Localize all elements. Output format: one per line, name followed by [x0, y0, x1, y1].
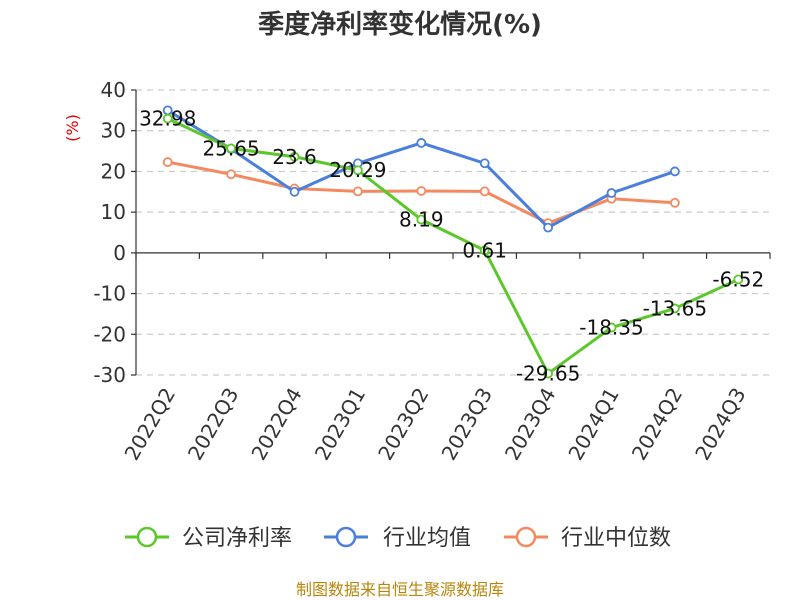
legend-marker: [136, 526, 158, 548]
legend-label: 行业中位数: [561, 526, 671, 551]
data-point: [162, 113, 173, 124]
data-point: [289, 186, 300, 197]
data-label: -29.65: [516, 362, 580, 386]
x-tick-label: 2022Q3: [183, 384, 243, 465]
series-line: [167, 117, 739, 376]
data-label: -13.65: [643, 296, 707, 320]
data-label: 20.29: [329, 158, 386, 182]
x-tick-label: 2022Q2: [120, 384, 180, 465]
data-point: [352, 186, 363, 197]
legend: 公司净利率 行业均值 行业中位数: [125, 526, 671, 551]
data-point: [606, 322, 617, 333]
x-tick-label: 2023Q4: [500, 384, 560, 465]
y-tick-label: -20: [93, 322, 126, 346]
legend-label: 行业均值: [383, 526, 471, 551]
y-tick-label: -30: [93, 363, 126, 387]
data-label: 23.6: [272, 145, 317, 169]
data-point: [543, 222, 553, 233]
data-point: [162, 157, 173, 167]
data-point: [543, 368, 553, 379]
data-point: [733, 274, 744, 285]
legend-marker: [515, 526, 537, 548]
data-point: [226, 169, 237, 180]
x-tick-label: 2024Q3: [690, 384, 750, 465]
legend-label: 公司净利率: [182, 526, 292, 551]
y-tick-label: 10: [101, 200, 126, 224]
data-point: [226, 143, 237, 154]
legend-item: 行业均值: [324, 526, 471, 551]
x-tick-label: 2023Q2: [373, 384, 433, 465]
legend-marker: [335, 526, 357, 548]
data-point: [606, 188, 617, 198]
y-axis-label: (%): [63, 114, 82, 142]
data-point: [670, 303, 680, 314]
x-tick-label: 2023Q1: [310, 384, 370, 465]
data-label: -6.52: [712, 267, 764, 291]
data-point: [479, 158, 490, 169]
x-tick-label: 2022Q4: [246, 384, 306, 465]
x-tick-label: 2024Q1: [563, 384, 623, 465]
data-label: 25.65: [202, 136, 259, 160]
series-0: [162, 113, 744, 379]
data-point: [479, 186, 490, 197]
legend-item: 行业中位数: [504, 526, 671, 551]
source-note: 制图数据来自恒生聚源数据库: [296, 580, 504, 599]
y-tick-label: 0: [113, 241, 126, 265]
data-point: [352, 165, 363, 176]
data-point: [670, 166, 680, 177]
grid: [136, 89, 770, 376]
data-label: 32.98: [139, 107, 196, 131]
x-tick-label: 2024Q2: [627, 384, 687, 465]
data-label: -18.35: [579, 316, 643, 340]
data-point: [670, 197, 680, 208]
data-point: [416, 186, 427, 196]
legend-item: 公司净利率: [125, 526, 292, 551]
chart-title: 季度净利率变化情况(%): [258, 9, 542, 40]
data-point: [479, 245, 490, 256]
y-tick-label: 20: [101, 159, 126, 183]
x-tick-label: 2023Q3: [437, 384, 497, 465]
y-tick-label: 40: [101, 78, 126, 102]
data-point: [416, 138, 427, 148]
y-tick-label: -10: [93, 282, 126, 306]
series-2: [162, 157, 680, 229]
y-tick-label: 30: [101, 119, 126, 143]
series-layer: [162, 105, 744, 379]
data-point: [289, 151, 300, 162]
data-label: 0.61: [462, 238, 507, 262]
data-label: 8.19: [399, 208, 444, 232]
data-point: [416, 214, 427, 225]
